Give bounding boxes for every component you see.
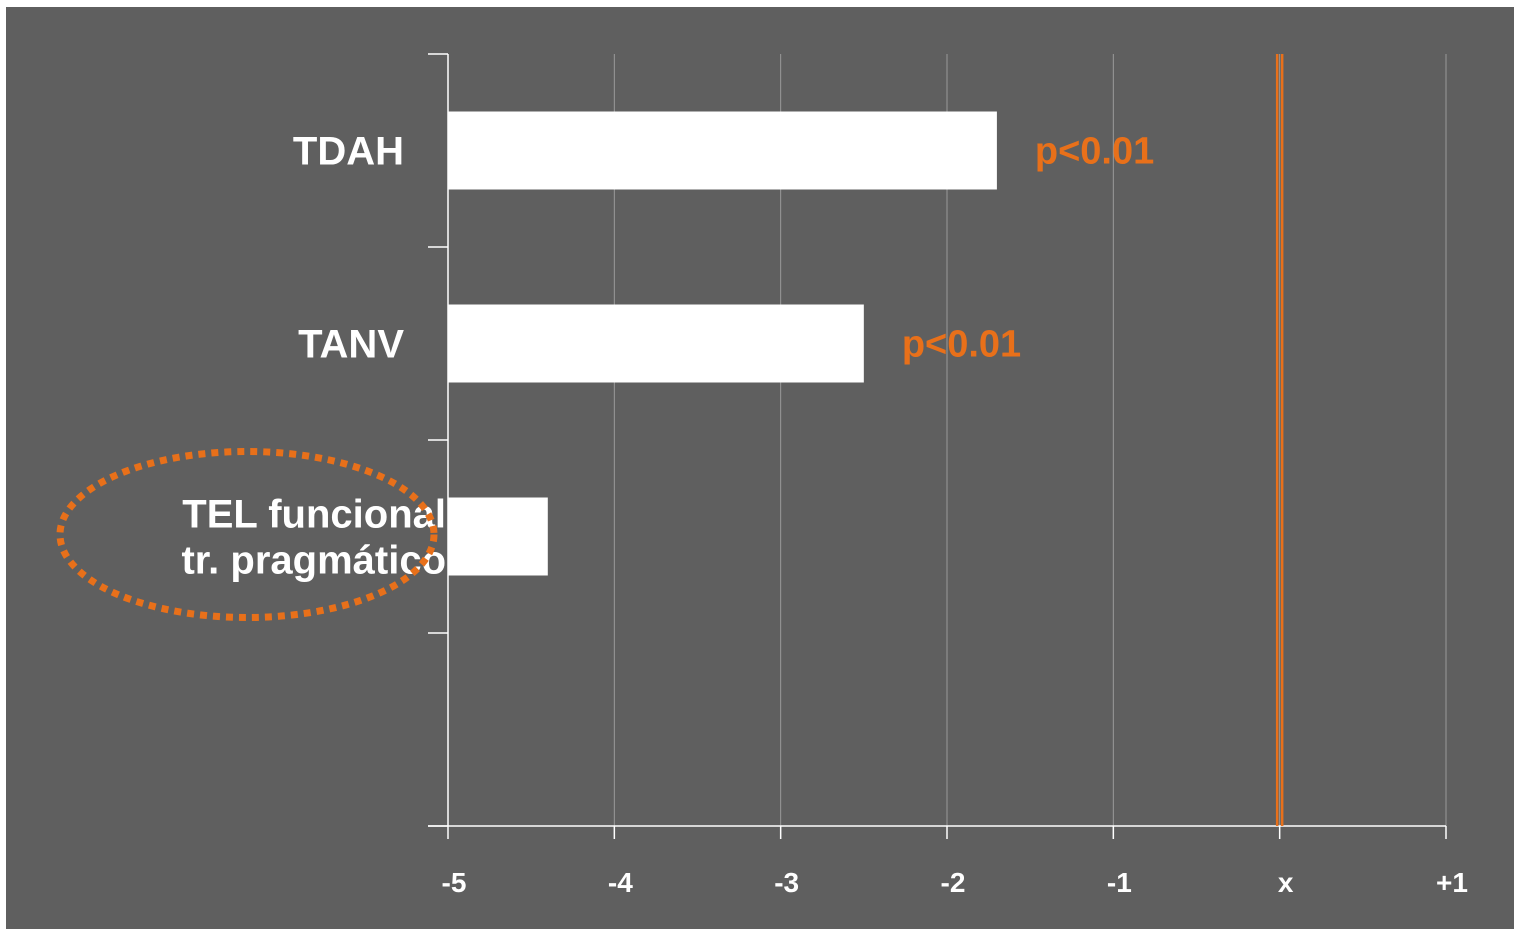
x-tick-label-1: -4: [608, 867, 633, 898]
category-label-line-2-1: tr. pragmático: [181, 539, 446, 583]
category-label-1: TANV: [298, 323, 404, 367]
x-tick-label-2: -3: [774, 867, 799, 898]
x-tick-label-5: x: [1278, 867, 1294, 898]
p-value-label-0: p<0.01: [1035, 131, 1154, 173]
chart-svg: -5 -4 -3 -2 -1 x +1 TDAH TANV TEL funcional tr. pr…: [56, 53, 1468, 898]
axis-layer: [428, 53, 1447, 839]
bar-2: [448, 497, 548, 576]
x-tick-label-3: -2: [941, 867, 966, 898]
category-label-line-2-0: TEL funcional: [182, 493, 446, 537]
bar-1: [448, 304, 864, 383]
x-tick-label-6: +1: [1436, 867, 1468, 898]
category-label-line-1-0: TANV: [298, 323, 404, 367]
label-layer: -5 -4 -3 -2 -1 x +1 TDAH TANV TEL funcional tr. pr…: [56, 130, 1468, 898]
p-value-label-1: p<0.01: [902, 324, 1021, 366]
highlight-ellipse: [56, 448, 438, 621]
category-label-line-0-0: TDAH: [293, 130, 404, 174]
x-tick-label-4: -1: [1107, 867, 1132, 898]
chart-panel: -5 -4 -3 -2 -1 x +1 TDAH TANV TEL funcional tr. pr…: [6, 7, 1514, 929]
category-label-0: TDAH: [293, 130, 404, 174]
x-tick-label-0: -5: [442, 867, 467, 898]
bar-0: [448, 111, 997, 190]
category-label-2: TEL funcional tr. pragmático: [181, 493, 446, 583]
bar-layer: [448, 111, 997, 576]
